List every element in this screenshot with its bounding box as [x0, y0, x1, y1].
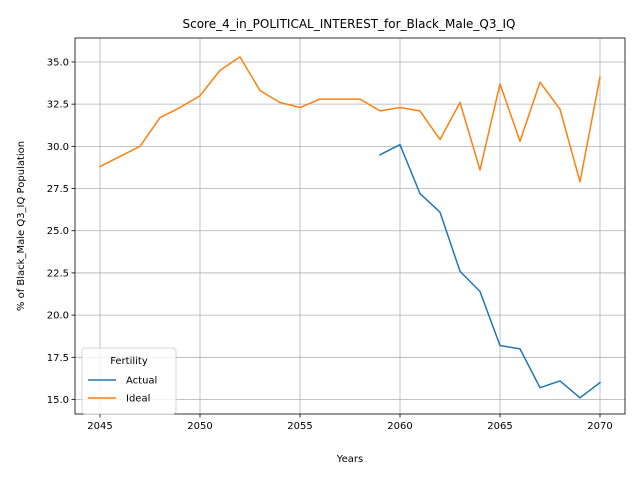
y-tick-label: 17.5 [47, 353, 69, 364]
y-tick-label: 30.0 [47, 142, 69, 153]
legend-label: Ideal [126, 394, 150, 405]
x-tick-label: 2070 [587, 421, 612, 432]
y-tick-label: 15.0 [47, 395, 69, 406]
x-tick-label: 2055 [287, 421, 312, 432]
legend-title: Fertility [110, 356, 148, 367]
ticks: 2045 2050 2055 2060 2065 2070 15.0 17.5 20.0 22.5… [47, 57, 613, 432]
y-tick-label: 27.5 [47, 184, 69, 195]
chart-title: Score_4_in_POLITICAL_INTEREST_for_Black_… [183, 17, 516, 31]
y-tick-label: 32.5 [47, 100, 69, 111]
plot-frame [74, 37, 626, 415]
y-tick-label: 35.0 [47, 57, 69, 68]
series-line-actual [378, 143, 602, 399]
x-tick-label: 2045 [87, 421, 112, 432]
x-axis-label: Years [336, 454, 363, 465]
legend-label: Actual [126, 376, 157, 387]
x-tick-label: 2050 [187, 421, 212, 432]
y-tick-label: 22.5 [47, 268, 69, 279]
series-layer [98, 56, 602, 399]
y-tick-label: 25.0 [47, 226, 69, 237]
x-tick-label: 2065 [487, 421, 512, 432]
series-line-ideal [98, 56, 601, 183]
y-tick-label: 20.0 [47, 311, 69, 322]
legend: Fertility Actual Ideal [81, 347, 177, 415]
y-axis-label: % of Black_Male Q3_IQ Population [16, 141, 27, 311]
x-tick-label: 2060 [387, 421, 412, 432]
